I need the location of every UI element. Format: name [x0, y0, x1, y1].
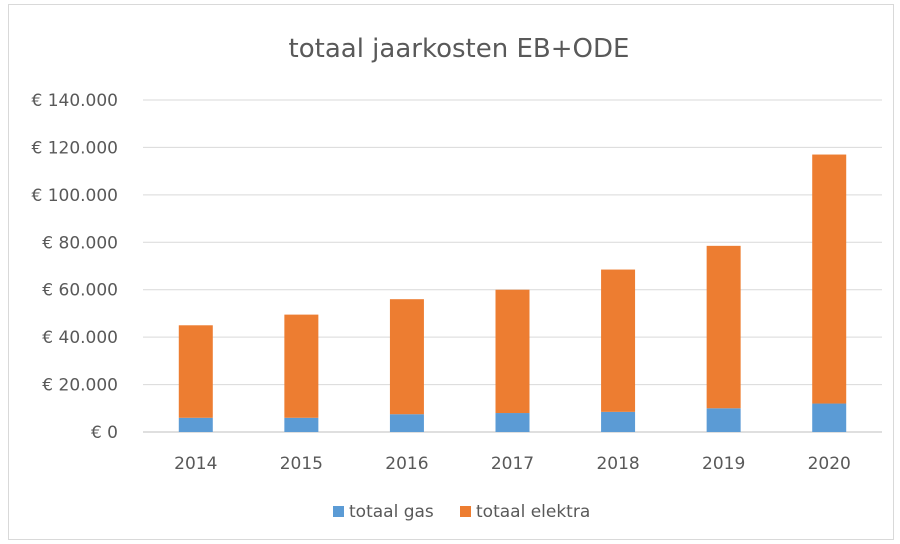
y-tick-label: € 60.000: [42, 281, 118, 301]
x-tick-label: 2015: [280, 454, 323, 474]
bars: [178, 154, 847, 432]
y-tick-label: € 140.000: [31, 91, 118, 111]
bar-totaal-elektra-2016: [389, 299, 424, 415]
bar-totaal-elektra-2015: [284, 314, 319, 418]
bar-totaal-gas-2019: [706, 408, 741, 432]
bar-totaal-gas-2016: [389, 414, 424, 432]
bar-totaal-gas-2017: [495, 413, 530, 432]
bar-totaal-gas-2018: [601, 411, 636, 432]
y-tick-label: € 100.000: [31, 186, 118, 206]
legend-label: totaal gas: [349, 502, 434, 522]
x-tick-label: 2019: [702, 454, 745, 474]
bar-totaal-elektra-2020: [812, 154, 847, 404]
legend: totaal gas totaal elektra: [333, 502, 590, 522]
y-tick-label: € 0: [91, 423, 118, 443]
y-tick-label: € 20.000: [42, 376, 118, 396]
bar-totaal-elektra-2018: [601, 269, 636, 412]
x-tick-label: 2020: [808, 454, 851, 474]
bar-totaal-elektra-2014: [178, 325, 213, 418]
gridlines: [143, 99, 882, 433]
chart-frame: [8, 4, 894, 540]
x-tick-label: 2017: [491, 454, 534, 474]
y-tick-label: € 80.000: [42, 233, 118, 253]
legend-swatch: [460, 506, 471, 517]
chart-title: totaal jaarkosten EB+ODE: [289, 34, 630, 64]
x-tick-label: 2016: [385, 454, 428, 474]
bar-totaal-gas-2020: [812, 403, 847, 432]
bar-totaal-gas-2014: [178, 417, 213, 432]
bar-totaal-gas-2015: [284, 417, 319, 432]
x-tick-label: 2014: [174, 454, 217, 474]
y-axis-tick-labels: € 0 € 20.000 € 40.000 € 60.000 € 80.000 € 100…: [31, 91, 118, 443]
x-axis-tick-labels: 2014 2015 2016 2017 2018 2019 2020: [174, 454, 851, 474]
legend-swatch: [333, 506, 344, 517]
x-tick-label: 2018: [596, 454, 639, 474]
legend-label: totaal elektra: [476, 502, 590, 522]
y-tick-label: € 120.000: [31, 138, 118, 158]
bar-totaal-elektra-2019: [706, 245, 741, 409]
bar-totaal-elektra-2017: [495, 289, 530, 414]
y-tick-label: € 40.000: [42, 328, 118, 348]
